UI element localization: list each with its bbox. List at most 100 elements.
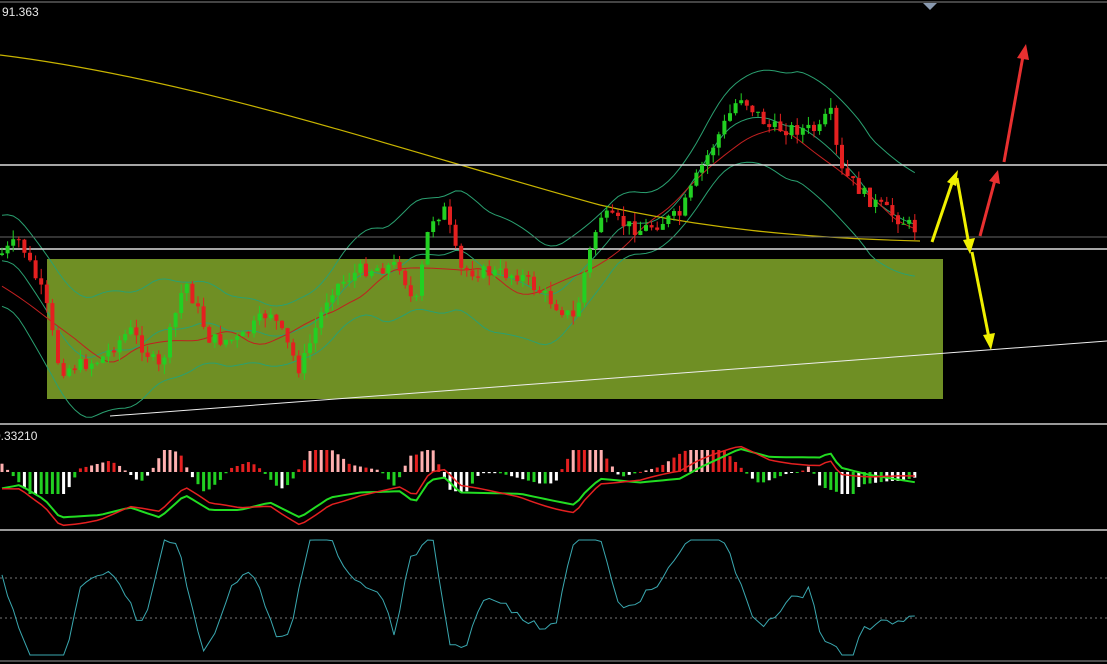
candle-body <box>78 359 83 371</box>
macd-signal <box>1 448 915 519</box>
candle-body <box>22 239 27 253</box>
macd-bar <box>308 451 312 472</box>
candle-body <box>705 155 710 166</box>
macd-bar <box>62 472 66 494</box>
macd-bar <box>274 472 278 486</box>
macd-bar <box>325 450 329 472</box>
candle-body <box>263 313 268 319</box>
macd-bar <box>207 472 211 490</box>
macd-bar <box>633 472 637 474</box>
candle-body <box>179 293 184 314</box>
candle-body <box>789 125 794 136</box>
macd-bar <box>560 469 564 472</box>
macd-bar <box>297 469 301 472</box>
candle-body <box>498 268 503 270</box>
candle-body <box>431 221 436 233</box>
macd-bar <box>218 472 222 480</box>
candle-body <box>414 295 419 297</box>
candle-body <box>128 327 133 335</box>
candle-body <box>280 320 284 329</box>
macd-bar <box>174 451 178 472</box>
candle-body <box>207 326 212 343</box>
macd-bar <box>179 455 183 472</box>
candle-body <box>16 239 21 241</box>
macd-bar <box>342 458 346 472</box>
macd-bar <box>6 469 10 472</box>
macd-bar <box>818 472 822 486</box>
macd-bar <box>784 472 788 475</box>
candle-body <box>761 111 766 125</box>
candle-body <box>632 221 637 235</box>
macd-bar <box>532 472 536 483</box>
moving-average <box>0 54 921 242</box>
candle-body <box>235 336 240 340</box>
macd-bar <box>857 472 861 487</box>
candle-body <box>823 113 828 125</box>
macd-bar <box>605 458 609 472</box>
candle-body <box>392 262 396 265</box>
macd-bar <box>762 472 766 483</box>
candle-body <box>683 197 688 216</box>
candle-body <box>728 113 732 121</box>
macd-bar <box>213 472 217 485</box>
macd-bar <box>846 472 850 494</box>
candle-body <box>912 219 917 233</box>
macd-bar <box>773 472 777 479</box>
candle-body <box>246 332 251 334</box>
macd-bar <box>235 465 239 472</box>
candle-body <box>123 334 128 341</box>
candle-body <box>560 310 564 316</box>
macd-bar <box>554 472 558 481</box>
macd-bar <box>286 472 290 486</box>
macd-bar <box>913 472 917 478</box>
candle-body <box>224 339 228 345</box>
macd-bar <box>812 472 816 474</box>
macd-bar <box>806 466 810 472</box>
candle-body <box>739 100 744 104</box>
macd-bar <box>795 472 799 473</box>
price-label: 91.363 <box>2 5 39 19</box>
candle-body <box>196 303 200 307</box>
macd-bar <box>756 472 760 483</box>
forecast-arrows <box>930 44 1029 350</box>
range-zone <box>47 259 943 399</box>
macd-bar <box>95 463 99 472</box>
candle-body <box>778 121 783 132</box>
macd-label: 0.33210 <box>0 429 38 443</box>
candle-body <box>772 121 777 128</box>
candle-body <box>621 215 626 227</box>
macd-bar <box>717 450 721 472</box>
macd-bar <box>476 472 480 476</box>
macd-bar <box>246 462 250 472</box>
candle-body <box>308 343 312 353</box>
candle-body <box>660 223 665 230</box>
candle-body <box>240 332 245 337</box>
candle-body <box>767 124 772 128</box>
candle-body <box>291 342 296 356</box>
candle-body <box>436 219 441 222</box>
candle-body <box>862 187 867 194</box>
candle-body <box>420 264 424 296</box>
candle-body <box>347 280 352 282</box>
candle-body <box>341 281 346 284</box>
candle-body <box>543 290 548 293</box>
macd-bar <box>45 472 49 494</box>
candle-body <box>638 230 643 235</box>
candle-body <box>67 368 72 376</box>
macd-bar <box>538 472 542 484</box>
macd-bar <box>0 463 4 472</box>
candle-body <box>358 263 363 273</box>
candle-body <box>487 266 492 276</box>
candle-body <box>229 339 234 341</box>
arrow <box>978 179 997 237</box>
macd-bar <box>582 450 586 472</box>
candle-body <box>72 368 77 371</box>
candle-body <box>184 283 189 294</box>
macd-bar <box>90 465 94 472</box>
macd-histogram <box>0 445 917 527</box>
candle-body <box>313 327 318 344</box>
candle-body <box>375 268 380 272</box>
macd-bar <box>515 472 519 478</box>
macd-bar <box>829 472 833 490</box>
candle-body <box>285 328 290 343</box>
